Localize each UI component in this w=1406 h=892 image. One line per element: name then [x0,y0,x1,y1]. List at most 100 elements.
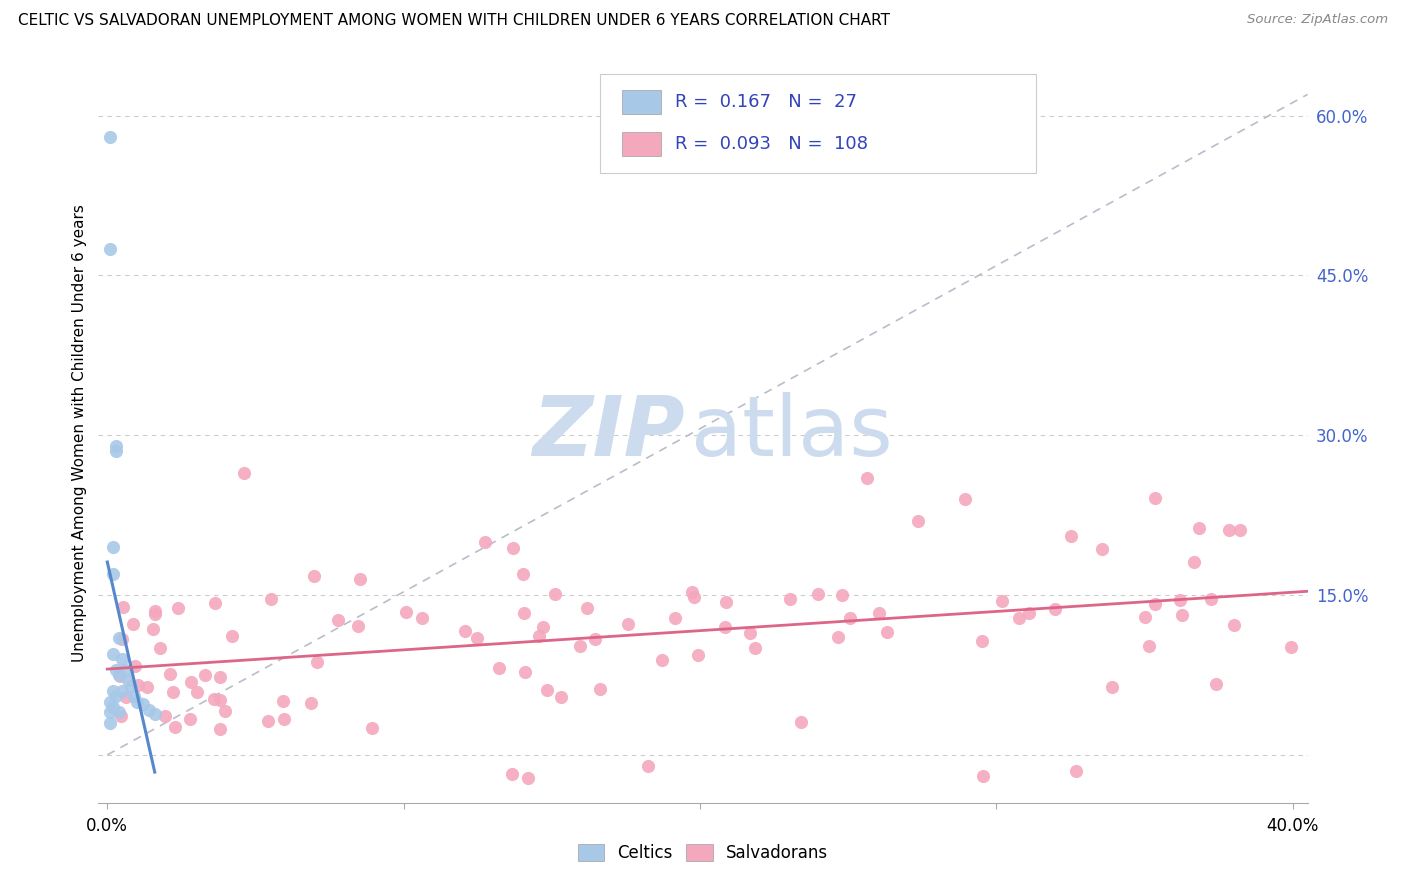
Point [1223,618,1246,632]
Point [108,705,131,719]
Point [132,697,155,711]
Point [361,721,384,735]
Point [513,607,536,621]
Point [347,619,370,633]
Text: R =  0.167   N =  27: R = 0.167 N = 27 [675,93,858,111]
Point [1144,597,1167,611]
Point [209,722,232,736]
Point [166,601,188,615]
Point [307,655,329,669]
Point [683,591,706,605]
Point [302,569,325,583]
Point [209,692,232,706]
Point [111,652,134,666]
Point [550,690,572,705]
Point [1205,677,1227,691]
Point [103,540,125,554]
Point [1171,608,1194,623]
Point [98,695,121,709]
Point [779,592,801,607]
Point [807,586,830,600]
Point [98,242,121,256]
Point [105,663,128,677]
Point [488,661,510,675]
Text: CELTIC VS SALVADORAN UNEMPLOYMENT AMONG WOMEN WITH CHILDREN UNDER 6 YEARS CORREL: CELTIC VS SALVADORAN UNEMPLOYMENT AMONG … [18,13,890,29]
Point [1101,680,1123,694]
FancyBboxPatch shape [621,132,661,156]
Point [111,632,134,646]
Point [103,700,125,714]
Point [589,681,612,696]
Point [103,684,125,698]
Point [1182,555,1205,569]
Point [143,604,166,618]
Point [138,703,160,717]
Point [233,466,256,480]
Point [637,758,659,772]
Point [114,663,136,677]
Point [1168,593,1191,607]
Point [972,769,994,783]
Point [531,620,554,634]
Point [122,617,145,632]
Point [1143,491,1166,505]
Point [411,611,433,625]
Point [111,600,134,615]
Point [259,592,281,607]
Point [125,695,148,709]
Point [714,595,737,609]
Point [543,587,565,601]
Point [153,708,176,723]
Text: atlas: atlas [690,392,893,473]
Point [105,444,128,458]
Point [876,624,898,639]
Point [714,620,737,634]
Y-axis label: Unemployment Among Women with Children Under 6 years: Unemployment Among Women with Children U… [72,203,87,662]
Point [990,593,1012,607]
Point [1279,640,1302,655]
Point [105,690,128,704]
Point [1229,523,1251,537]
Point [1133,610,1156,624]
Point [208,670,231,684]
Point [326,613,349,627]
Point [827,630,849,644]
Text: ZIP: ZIP [533,392,685,473]
Point [117,673,139,688]
Point [465,631,488,645]
Point [395,606,418,620]
Point [1218,523,1240,537]
Point [186,685,208,699]
Point [1139,639,1161,653]
Point [194,667,217,681]
Point [1091,542,1114,557]
FancyBboxPatch shape [600,73,1035,173]
Point [686,648,709,663]
Point [110,709,132,723]
Point [98,715,121,730]
Point [1008,610,1031,624]
Point [114,690,136,705]
Point [136,680,159,694]
Point [953,492,976,507]
Point [575,601,598,615]
Point [790,714,813,729]
Point [617,617,640,632]
Point [907,514,929,528]
FancyBboxPatch shape [621,90,661,113]
Point [122,690,145,704]
Point [221,629,243,643]
Point [1188,521,1211,535]
Point [664,611,686,625]
Point [454,624,477,639]
Point [838,611,860,625]
Point [527,629,550,643]
Point [180,675,202,690]
Point [651,652,673,666]
Point [517,772,540,786]
Text: Source: ZipAtlas.com: Source: ZipAtlas.com [1247,13,1388,27]
Point [143,707,166,722]
Point [163,720,186,734]
Point [110,668,132,682]
Point [349,572,371,586]
